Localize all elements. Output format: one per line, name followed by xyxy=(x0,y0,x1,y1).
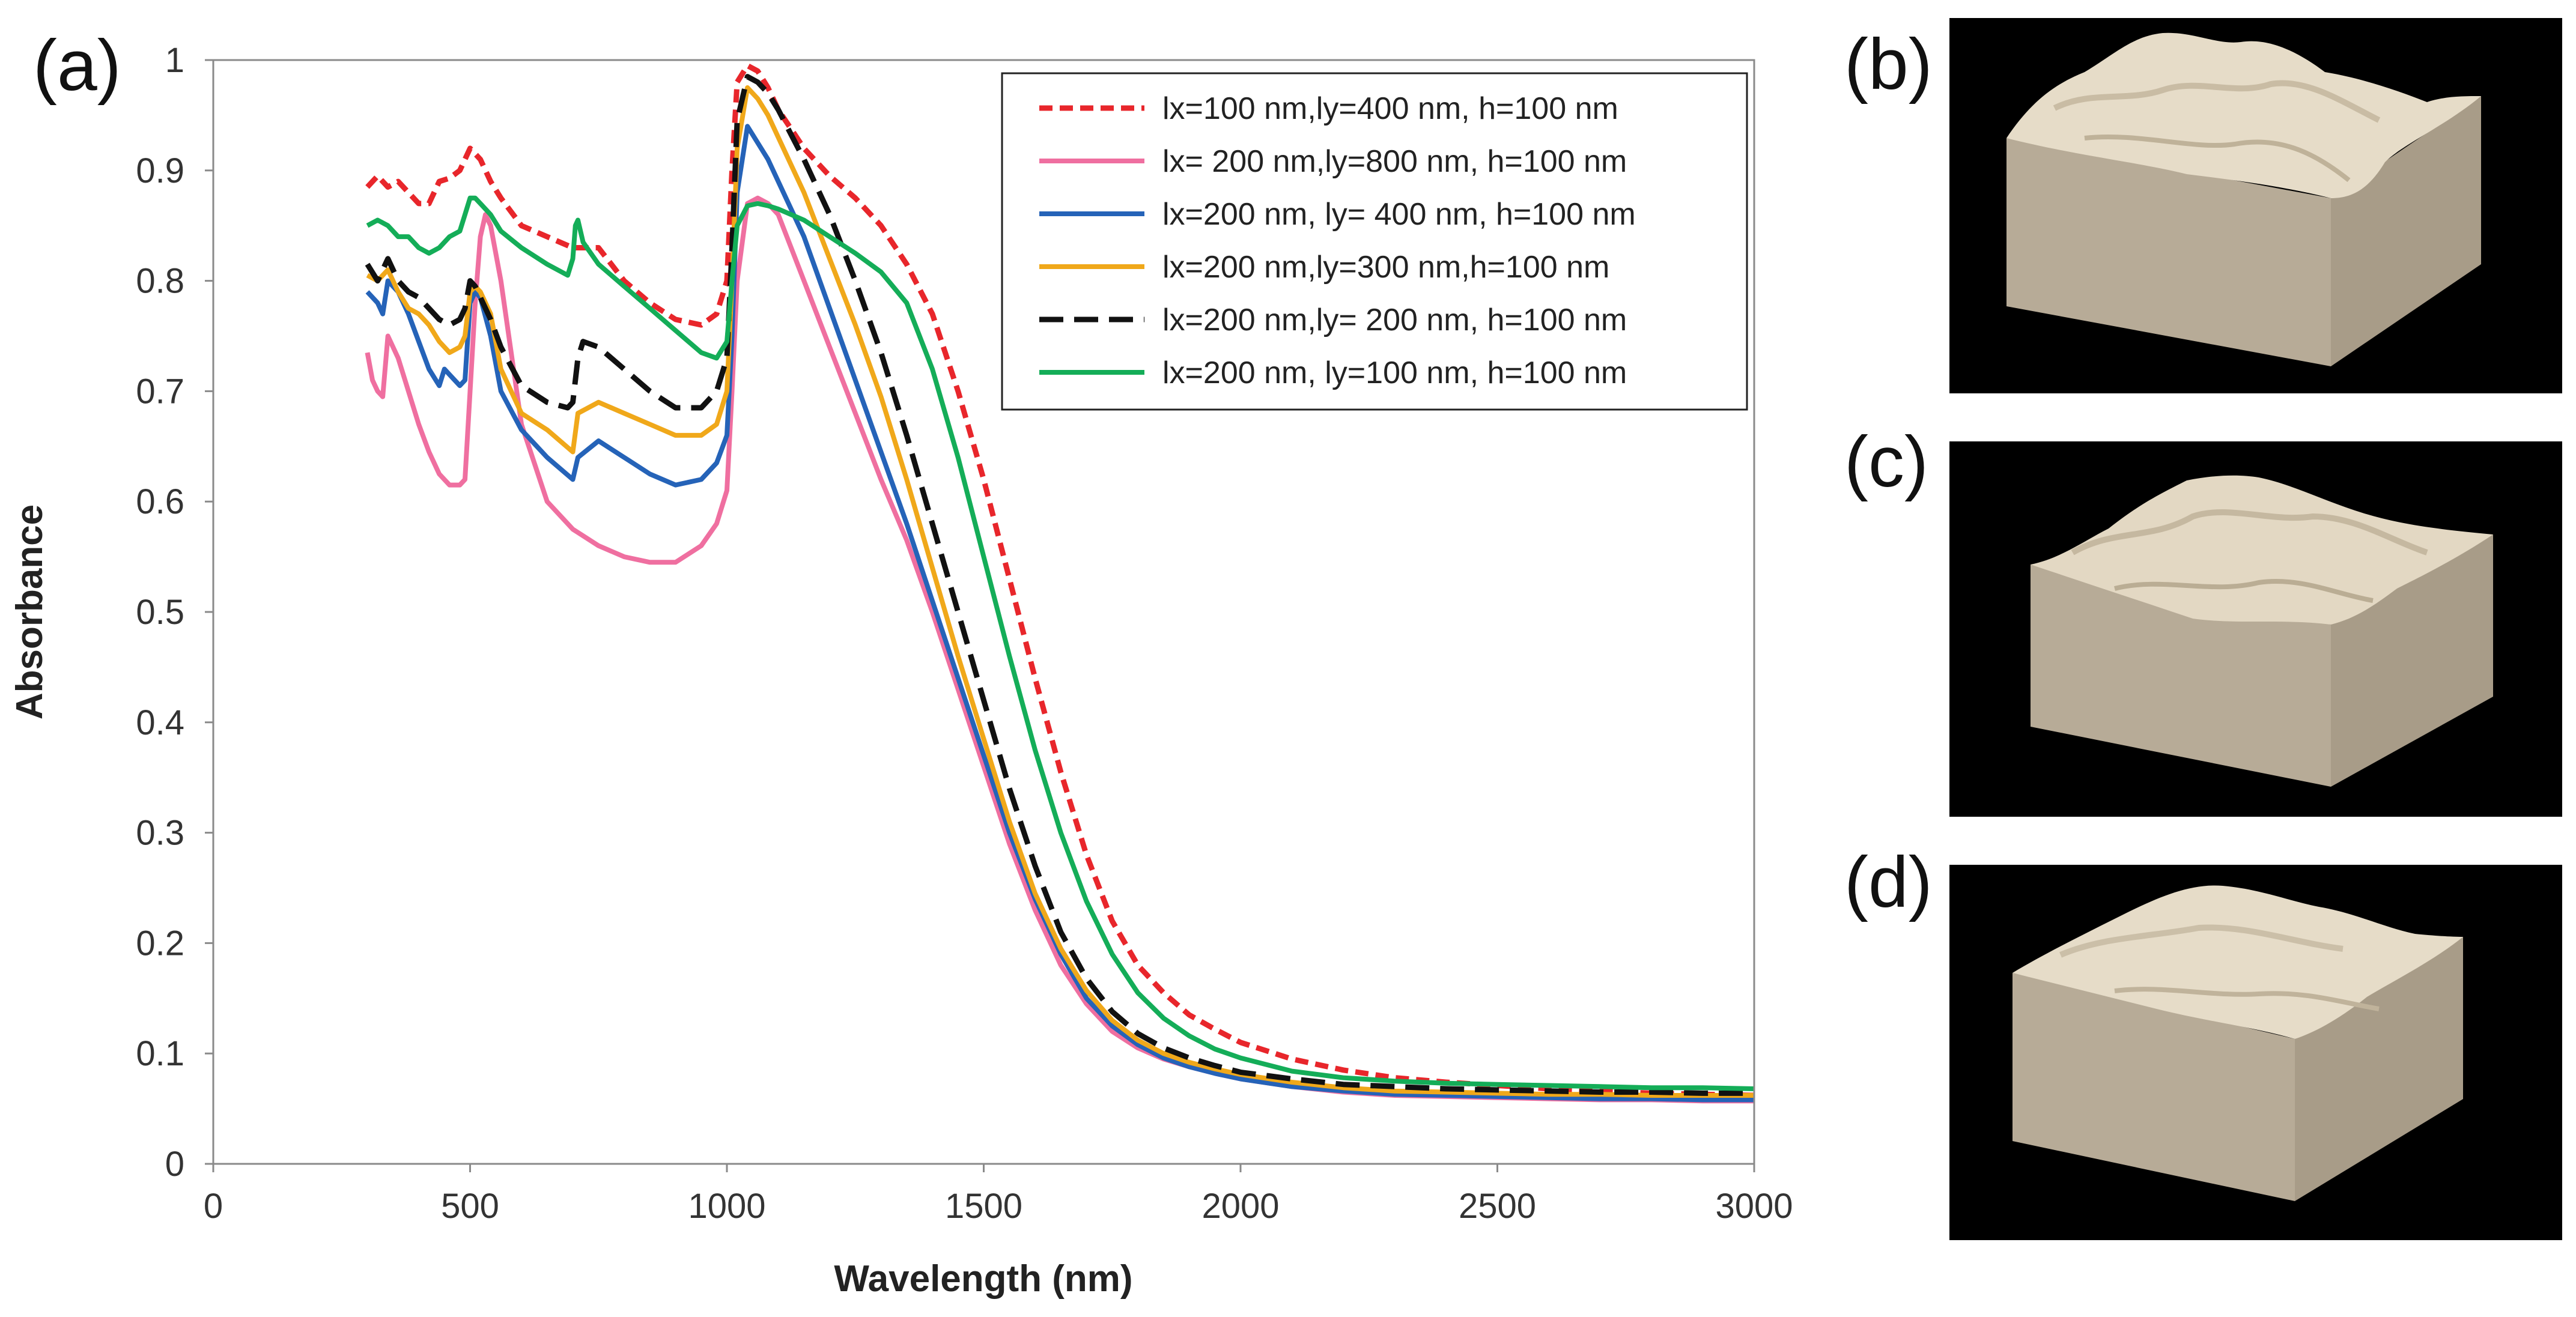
y-tick-label: 0.3 xyxy=(136,814,184,853)
y-tick-label: 0.8 xyxy=(136,262,184,301)
panel-c: (c) xyxy=(1844,422,2562,817)
y-tick-label: 0.6 xyxy=(136,482,184,521)
panel-label-d: (d) xyxy=(1844,842,1933,922)
legend: lx=100 nm,ly=400 nm, h=100 nm lx= 200 nm,… xyxy=(1001,72,1748,411)
y-tick-label: 1 xyxy=(165,41,184,80)
x-axis-title: Wavelength (nm) xyxy=(834,1258,1132,1300)
series-line-lx-200-nm-ly-400-nm-h-100-nm xyxy=(365,124,1754,1103)
x-tick-label: 2500 xyxy=(1459,1187,1536,1226)
y-tick-label: 0.5 xyxy=(136,593,184,632)
x-tick-label: 1000 xyxy=(688,1187,765,1226)
series-line-lx-200-nm-ly-200-nm-h-100-nm xyxy=(365,74,1754,1096)
legend-label: lx=100 nm,ly=400 nm, h=100 nm xyxy=(1162,91,1618,126)
x-tick-label: 3000 xyxy=(1715,1187,1793,1226)
x-tick-label: 2000 xyxy=(1201,1187,1279,1226)
legend-label: lx=200 nm,ly=300 nm,h=100 nm xyxy=(1162,250,1609,285)
legend-box xyxy=(1001,72,1748,411)
y-axis-ticks: 0 0.1 0.2 0.3 0.4 0.5 0.6 0.7 0.8 0.9 1 xyxy=(136,41,213,1184)
y-tick-label: 0.2 xyxy=(136,924,184,963)
y-tick-label: 0.1 xyxy=(136,1034,184,1073)
x-tick-label: 1500 xyxy=(945,1187,1022,1226)
legend-label: lx=200 nm,ly= 200 nm, h=100 nm xyxy=(1162,303,1627,338)
legend-label: lx=200 nm, ly= 400 nm, h=100 nm xyxy=(1162,197,1636,232)
plot-frame xyxy=(212,59,1755,1165)
legend-entries: lx=100 nm,ly=400 nm, h=100 nm lx= 200 nm,… xyxy=(1039,91,1636,390)
legend-label: lx= 200 nm,ly=800 nm, h=100 nm xyxy=(1162,144,1627,179)
x-tick-label: 0 xyxy=(204,1187,223,1226)
x-axis-ticks: 0 500 1000 1500 2000 2500 3000 xyxy=(204,1164,1793,1226)
surface-block-c xyxy=(2031,475,2493,787)
y-tick-label: 0.9 xyxy=(136,151,184,190)
series-line-lx-200-nm-ly-100-nm-h-100-nm xyxy=(366,195,1755,1091)
absorbance-chart: 0 0.1 0.2 0.3 0.4 0.5 0.6 0.7 0.8 0.9 1 0 500 1000 15… xyxy=(9,41,1793,1300)
legend-label: lx=200 nm, ly=100 nm, h=100 nm xyxy=(1162,356,1627,390)
series-layer xyxy=(365,62,1755,1104)
surface-block-b xyxy=(2006,32,2481,366)
y-tick-label: 0.7 xyxy=(136,372,184,411)
panel-b: (b) xyxy=(1844,18,2562,393)
panel-label-b: (b) xyxy=(1844,24,1933,104)
surface-block-d xyxy=(2012,885,2463,1201)
panel-label-a: (a) xyxy=(33,25,121,106)
x-tick-label: 500 xyxy=(441,1187,499,1226)
y-tick-label: 0.4 xyxy=(136,703,184,742)
panel-d: (d) xyxy=(1844,842,2562,1240)
panel-label-c: (c) xyxy=(1844,422,1928,502)
y-axis-title: Absorbance xyxy=(9,504,50,719)
y-tick-label: 0 xyxy=(165,1145,184,1184)
